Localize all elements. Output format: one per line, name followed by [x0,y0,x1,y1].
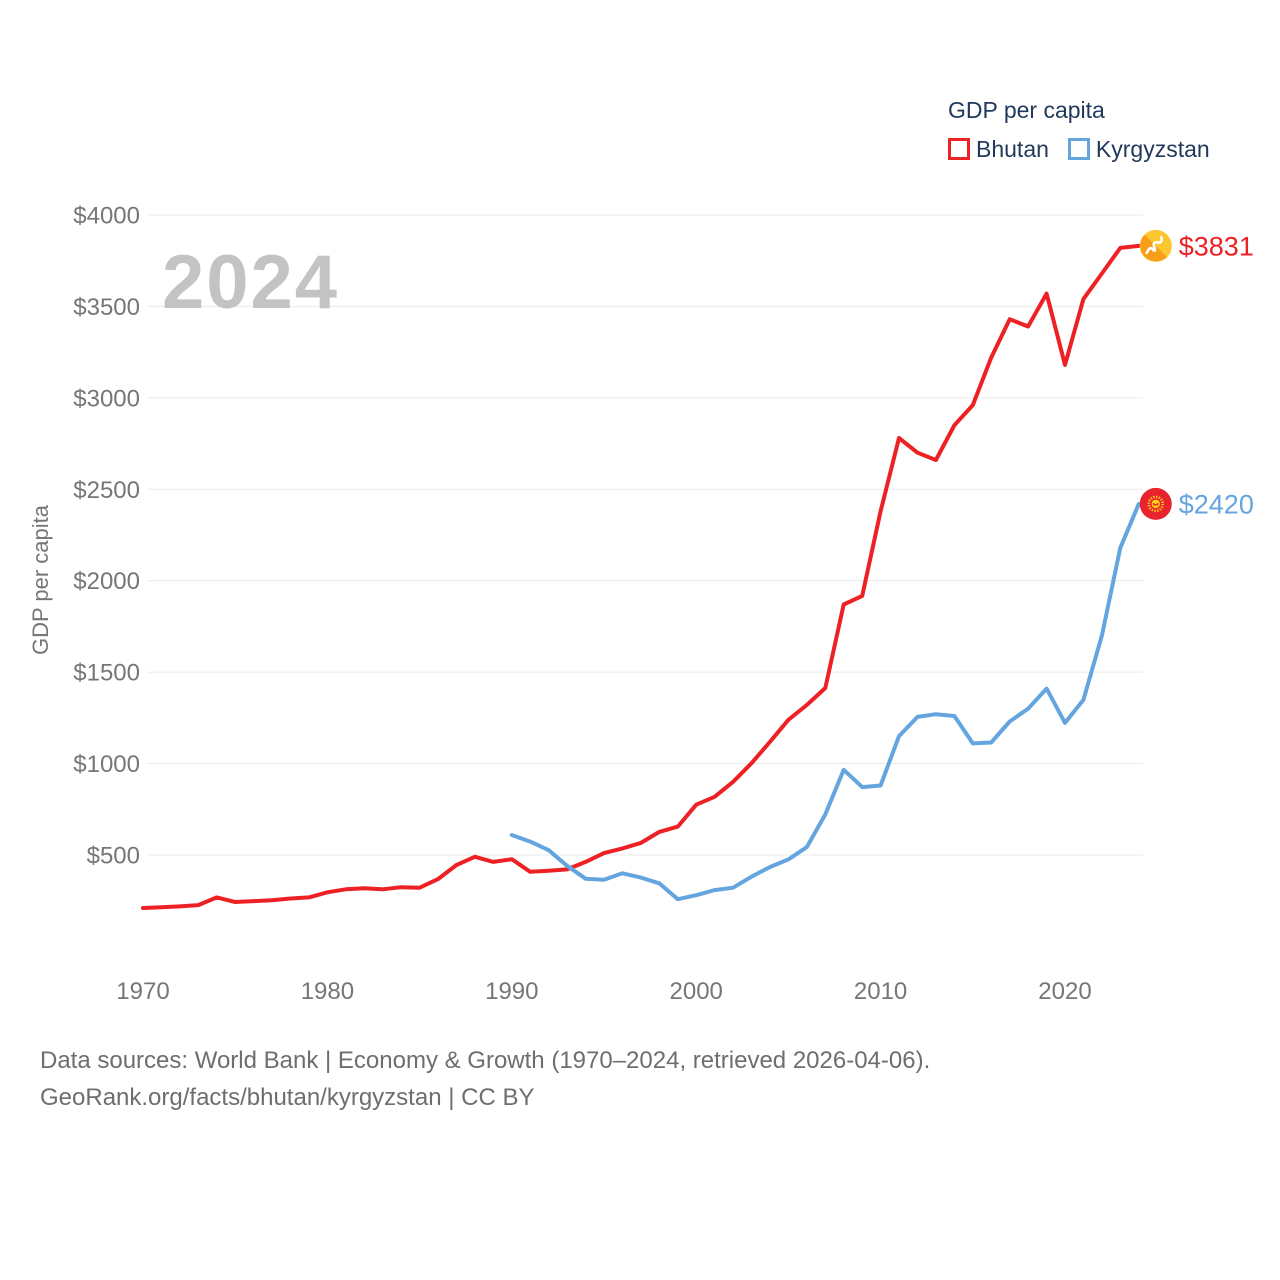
legend-title: GDP per capita [948,97,1105,123]
year-watermark: 2024 [162,240,339,325]
x-tick-label: 2000 [670,978,723,1005]
legend-item-kyrgyzstan: Kyrgyzstan [1067,135,1210,163]
y-tick-label: $4000 [73,202,140,229]
x-tick-label: 1990 [485,978,538,1005]
chart-legend: GDP per capita Bhutan Kyrgyzstan [948,96,1210,163]
bhutan-end-value-label: $3831 [1179,231,1254,261]
y-tick-label: $3500 [73,294,140,321]
series-lines-group [141,243,1141,910]
legend-label-kyrgyzstan: Kyrgyzstan [1095,136,1210,162]
x-axis-tick-labels: 1970 1980 1990 2000 2010 2020 [116,978,1091,1005]
site-credit-line: GeoRank.org/facts/bhutan/kyrgyzstan | CC… [40,1084,535,1111]
bhutan-flag-icon [1139,229,1172,262]
gdp-line-chart: $500$1000$1500$2000$2500$3000$3500$4000 … [28,202,1254,1005]
legend-label-bhutan: Bhutan [976,136,1049,162]
y-tick-label: $2000 [73,568,140,595]
y-tick-label: $3000 [73,385,140,412]
y-tick-label: $500 [87,842,140,869]
kyrgyzstan-end-value-label: $2420 [1179,489,1254,519]
kyrgyzstan-flag-icon [1139,487,1172,520]
y-tick-label: $1000 [73,751,140,778]
kyrgyzstan-swatch-icon [1067,138,1090,160]
x-tick-label: 1980 [301,978,354,1005]
x-tick-label: 1970 [116,978,169,1005]
y-axis-tick-labels: $500 $1000 $1500 $2000 $2500 $3000 $3500 $4000 [73,202,140,869]
data-sources-line: Data sources: World Bank | Economy & Gro… [40,1047,931,1074]
x-tick-label: 2010 [854,978,907,1005]
gridlines-group [148,214,1143,856]
legend-items: Bhutan Kyrgyzstan [948,135,1210,163]
x-tick-label: 2020 [1038,978,1091,1005]
legend-item-bhutan: Bhutan [948,135,1049,163]
y-tick-label: $1500 [73,660,140,687]
y-axis-title: GDP per capita [28,504,53,655]
y-tick-label: $2500 [73,477,140,504]
bhutan-swatch-icon [948,138,970,160]
bhutan-line [141,243,1141,910]
kyrgyzstan-line [509,501,1141,902]
source-attribution: Data sources: World Bank | Economy & Gro… [40,1042,930,1116]
